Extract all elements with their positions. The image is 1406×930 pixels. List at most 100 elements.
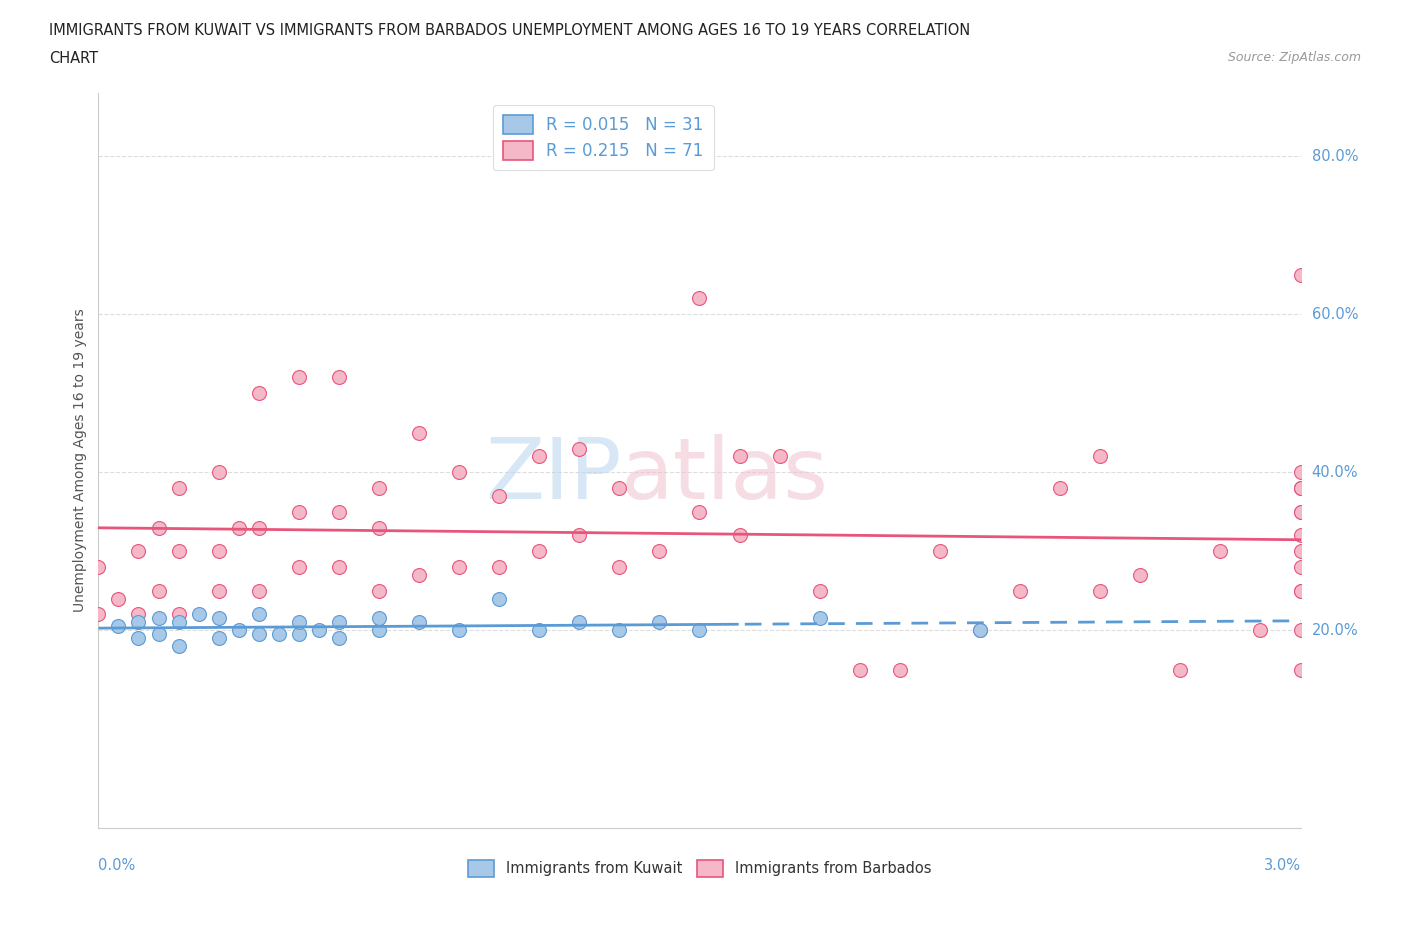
Point (267, 627, 290, 642)
Point (308, 623, 330, 638)
Point (969, 623, 991, 638)
Point (1289, 504, 1312, 519)
Point (1250, 623, 1272, 638)
Point (1129, 567, 1152, 582)
Point (107, 591, 129, 606)
Point (148, 627, 170, 642)
Point (728, 528, 751, 543)
Point (107, 618, 129, 633)
Point (1289, 267, 1312, 282)
Legend: Immigrants from Kuwait, Immigrants from Barbados: Immigrants from Kuwait, Immigrants from … (463, 855, 936, 883)
Point (529, 544, 551, 559)
Point (688, 504, 710, 519)
Point (148, 520, 170, 535)
Point (228, 520, 250, 535)
Point (688, 623, 710, 638)
Point (1090, 583, 1112, 598)
Point (228, 623, 250, 638)
Point (1289, 481, 1312, 496)
Point (167, 615, 190, 630)
Point (447, 623, 470, 638)
Text: 60.0%: 60.0% (1312, 307, 1358, 322)
Point (247, 386, 270, 401)
Point (529, 449, 551, 464)
Point (167, 481, 190, 496)
Point (247, 607, 270, 622)
Point (1289, 504, 1312, 519)
Text: IMMIGRANTS FROM KUWAIT VS IMMIGRANTS FROM BARBADOS UNEMPLOYMENT AMONG AGES 16 TO: IMMIGRANTS FROM KUWAIT VS IMMIGRANTS FRO… (49, 23, 970, 38)
Point (368, 583, 391, 598)
Point (148, 611, 170, 626)
Text: 80.0%: 80.0% (1312, 149, 1358, 164)
Point (1289, 583, 1312, 598)
Point (167, 639, 190, 654)
Point (889, 662, 911, 677)
Point (929, 544, 952, 559)
Point (568, 615, 591, 630)
Point (1289, 623, 1312, 638)
Point (87, 560, 110, 575)
Point (208, 583, 231, 598)
Point (1170, 662, 1192, 677)
Point (1289, 560, 1312, 575)
Point (808, 583, 831, 598)
Point (128, 544, 150, 559)
Point (688, 291, 710, 306)
Point (447, 465, 470, 480)
Point (1289, 662, 1312, 677)
Point (408, 425, 430, 440)
Point (408, 567, 430, 582)
Point (1289, 481, 1312, 496)
Point (728, 449, 751, 464)
Text: atlas: atlas (621, 433, 830, 516)
Point (288, 560, 311, 575)
Point (328, 370, 350, 385)
Point (568, 528, 591, 543)
Point (288, 615, 311, 630)
Text: 3.0%: 3.0% (1264, 858, 1301, 873)
Point (167, 544, 190, 559)
Point (1289, 583, 1312, 598)
Point (609, 481, 631, 496)
Point (128, 631, 150, 645)
Point (808, 611, 831, 626)
Point (648, 615, 671, 630)
Point (447, 560, 470, 575)
Point (1090, 449, 1112, 464)
Point (609, 560, 631, 575)
Point (247, 627, 270, 642)
Point (529, 623, 551, 638)
Text: 20.0%: 20.0% (1312, 623, 1358, 638)
Point (1289, 528, 1312, 543)
Point (488, 560, 510, 575)
Point (609, 623, 631, 638)
Point (288, 370, 311, 385)
Point (148, 583, 170, 598)
Point (208, 611, 231, 626)
Point (247, 520, 270, 535)
Point (167, 607, 190, 622)
Point (1010, 583, 1032, 598)
Point (208, 465, 231, 480)
Point (368, 520, 391, 535)
Text: Source: ZipAtlas.com: Source: ZipAtlas.com (1227, 51, 1361, 64)
Text: 40.0%: 40.0% (1312, 465, 1358, 480)
Point (208, 631, 231, 645)
Point (648, 544, 671, 559)
Point (368, 481, 391, 496)
Text: ZIP: ZIP (485, 433, 621, 516)
Point (488, 488, 510, 503)
Point (247, 583, 270, 598)
Point (849, 662, 872, 677)
Point (288, 627, 311, 642)
Y-axis label: Unemployment Among Ages 16 to 19 years: Unemployment Among Ages 16 to 19 years (73, 309, 87, 612)
Point (1289, 544, 1312, 559)
Point (128, 607, 150, 622)
Point (328, 631, 350, 645)
Point (368, 623, 391, 638)
Point (768, 449, 790, 464)
Point (187, 607, 209, 622)
Point (1289, 481, 1312, 496)
Point (328, 615, 350, 630)
Point (328, 504, 350, 519)
